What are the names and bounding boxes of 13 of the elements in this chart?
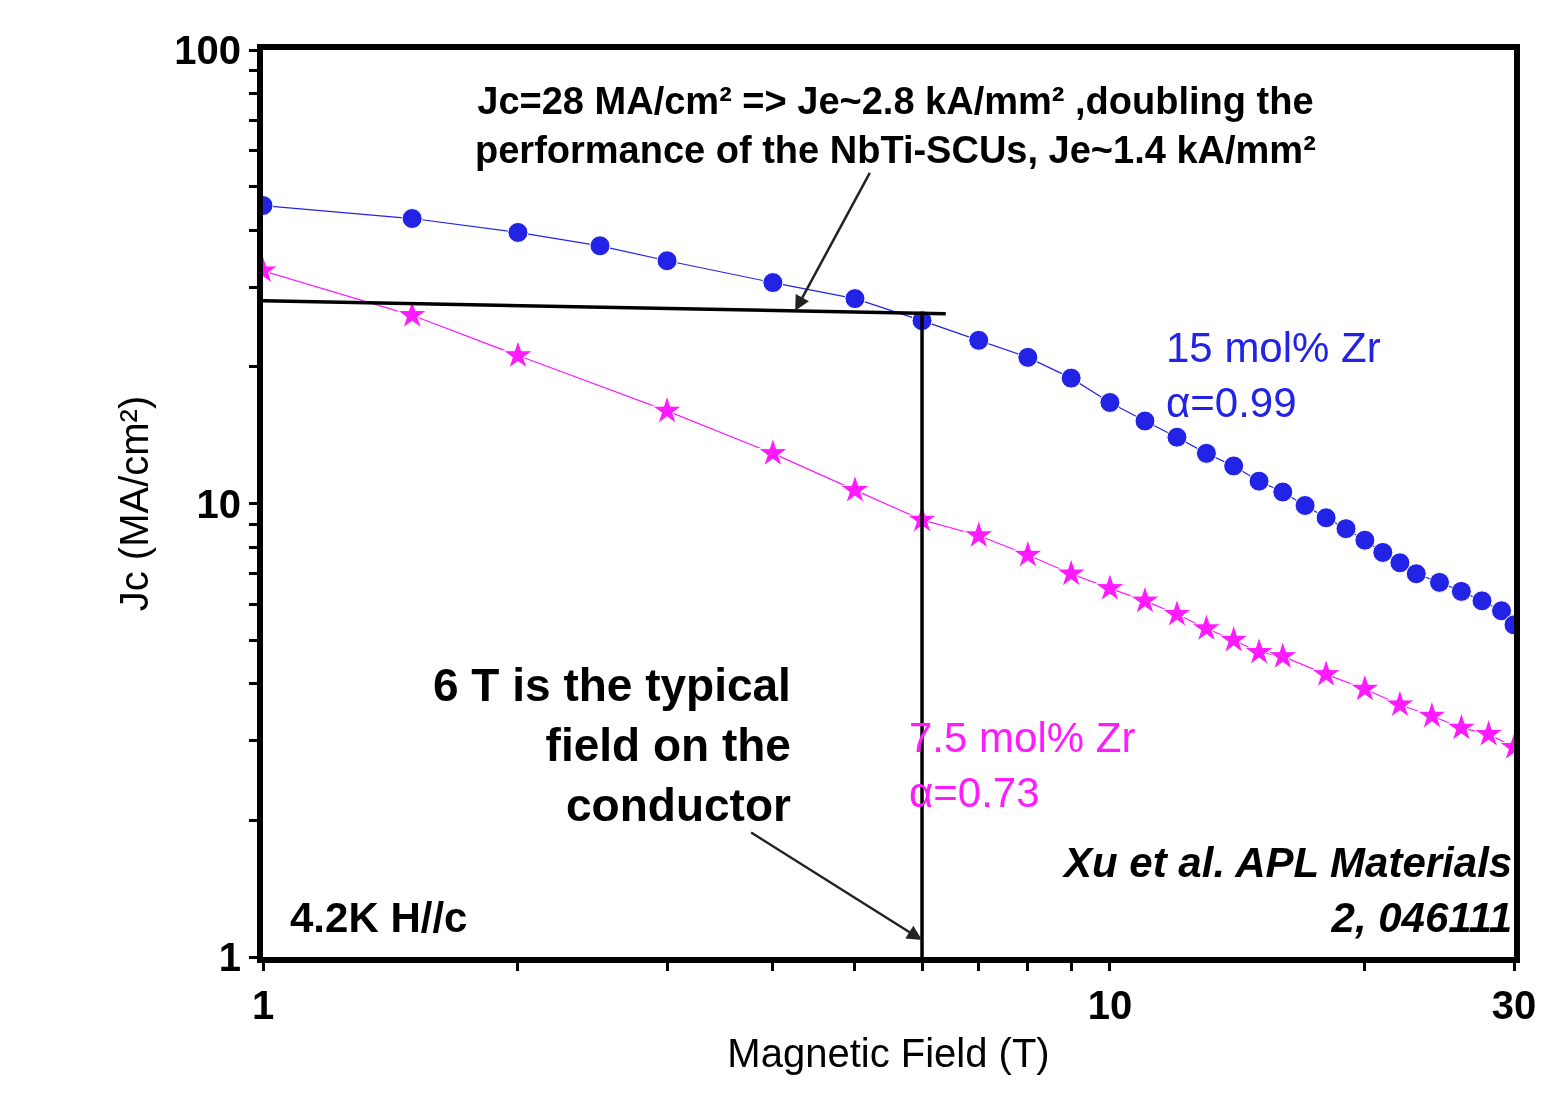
series-label: 15 mol% Zr α=0.99 xyxy=(1166,324,1381,426)
x-tick-label: 1 xyxy=(251,983,275,1027)
y-tick-label: 100 xyxy=(174,28,241,72)
annotation: 4.2K H//c xyxy=(290,894,468,941)
y-tick-label: 10 xyxy=(196,481,241,526)
annotation: Jc=28 MA/cm² => Je~2.8 kA/mm² ,doubling the performance of the NbTi-SCUs, Je~1.4 kA/mm² xyxy=(475,80,1316,172)
x-tick-label: 30 xyxy=(1491,983,1537,1027)
annotation: 6 T is the typical field on the conductor xyxy=(433,659,791,831)
y-tick-label: 1 xyxy=(218,935,241,979)
x-axis-title: Magnetic Field (T) xyxy=(727,1031,1050,1075)
annotation: Xu et al. APL Materials 2, 046111 xyxy=(1062,839,1513,941)
y-axis-title: Jc (MA/cm²) xyxy=(112,395,157,612)
x-tick-label: 10 xyxy=(1087,983,1133,1027)
